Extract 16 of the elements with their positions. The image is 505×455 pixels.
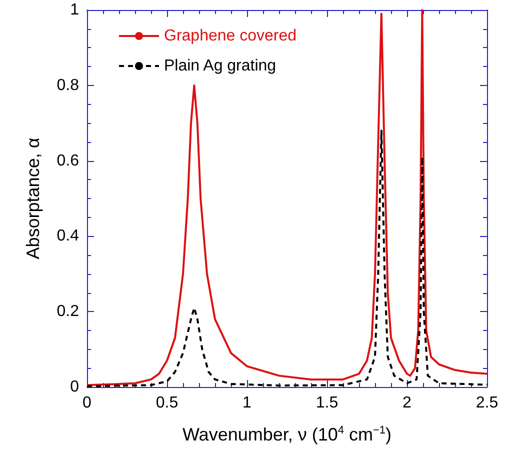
- x-tick-label: 1.5: [316, 394, 338, 412]
- y-tick-label: 0.6: [56, 152, 80, 170]
- legend-label: Plain Ag grating: [164, 58, 276, 74]
- y-tick-label: 0.4: [56, 228, 80, 245]
- y-tick-label: 0.2: [56, 303, 80, 320]
- x-tick-label: 0: [82, 394, 92, 412]
- x-tick-label: 2: [402, 394, 412, 412]
- legend-label: Graphene covered: [164, 28, 297, 44]
- x-tick-label: 1: [242, 394, 252, 412]
- y-tick-label: 0: [70, 378, 80, 396]
- y-axis-title: Absorptance, α: [23, 138, 43, 260]
- x-tick-label: 0.5: [156, 394, 178, 412]
- line-series: [86, 9, 488, 386]
- y-tick-label: 1: [70, 2, 80, 18]
- y-tick-label: 0.8: [56, 76, 80, 94]
- x-tick-label: 2.5: [476, 394, 498, 412]
